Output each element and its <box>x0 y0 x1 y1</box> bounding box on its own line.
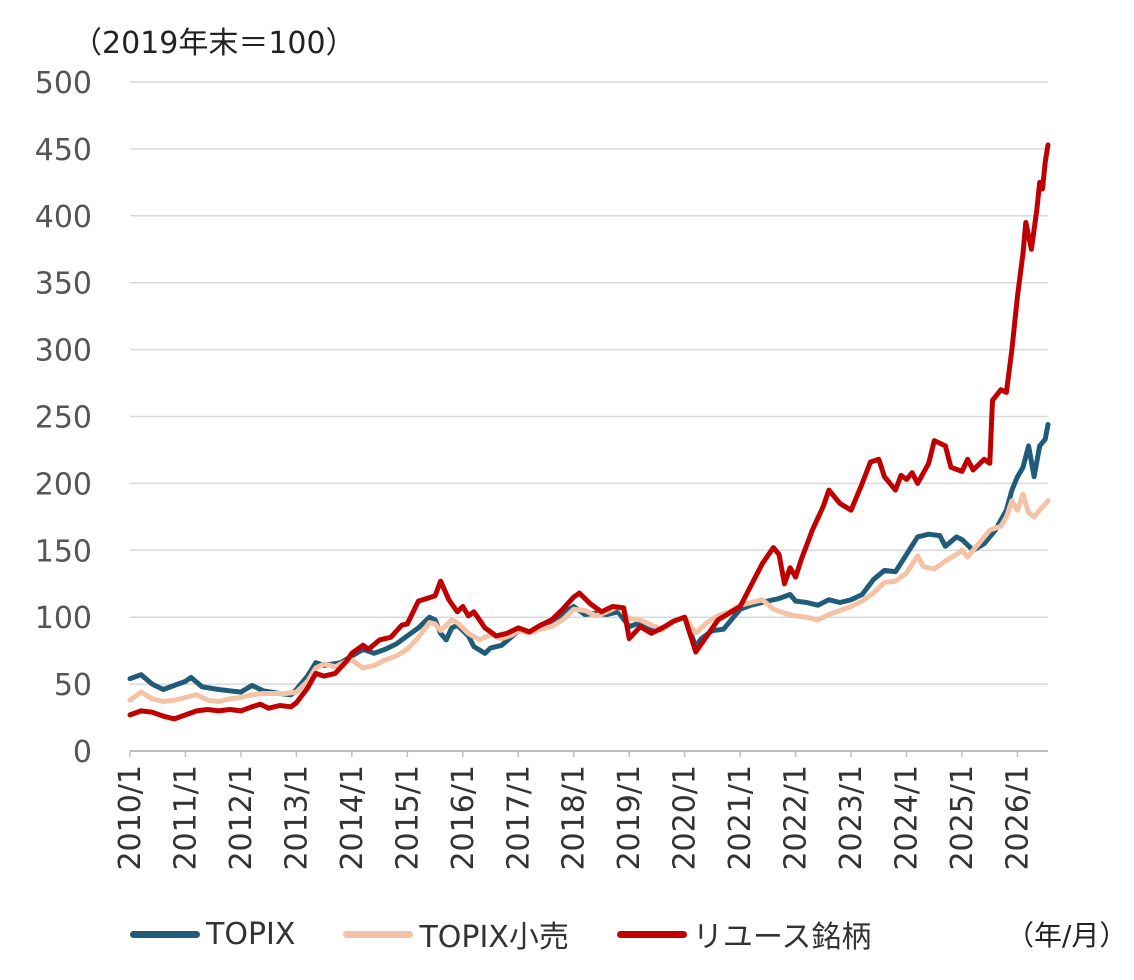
legend-swatch-topix <box>130 930 200 938</box>
x-tick-label: 2019/1 <box>612 765 647 871</box>
y-tick-label: 400 <box>35 200 92 235</box>
x-tick-label: 2018/1 <box>557 765 592 871</box>
legend: TOPIX TOPIX小売 リユース銘柄 <box>130 912 919 956</box>
series-line-topix-retail <box>127 491 1051 704</box>
legend-swatch-topix-retail <box>343 930 414 938</box>
x-tick-label: 2025/1 <box>945 765 980 871</box>
x-tick-label: 2013/1 <box>279 765 314 871</box>
x-tick-label: 2014/1 <box>335 765 370 871</box>
legend-item-topix: TOPIX <box>130 917 295 952</box>
legend-label-topix-retail: TOPIX小売 <box>419 920 569 955</box>
y-tick-label: 300 <box>35 334 92 369</box>
y-tick-label: 350 <box>35 267 92 302</box>
y-tick-label: 50 <box>54 668 92 703</box>
grid-lines <box>130 81 1048 752</box>
y-tick-label: 0 <box>73 735 92 770</box>
y-tick-label: 250 <box>35 401 92 436</box>
y-axis-ticks: 0 50 100 150 200 250 300 350 400 450 500 <box>35 66 92 770</box>
x-tick-label: 2011/1 <box>168 765 203 871</box>
x-tick-label: 2010/1 <box>113 765 148 871</box>
x-tick-label: 2023/1 <box>834 765 869 871</box>
y-tick-label: 150 <box>35 534 92 569</box>
y-unit-label: （2019年末＝100） <box>72 26 356 61</box>
legend-swatch-reuse-stocks <box>616 930 687 938</box>
x-tick-label: 2024/1 <box>890 765 925 871</box>
legend-label-topix: TOPIX <box>206 916 296 952</box>
y-tick-label: 200 <box>35 467 92 502</box>
y-tick-label: 450 <box>35 133 92 168</box>
legend-item-reuse-stocks: リユース銘柄 <box>616 912 872 956</box>
x-tick-label: 2015/1 <box>390 765 425 871</box>
x-tick-label: 2016/1 <box>446 765 481 871</box>
x-tick-label: 2012/1 <box>224 765 259 871</box>
x-axis-ticks: 2010/1 2011/1 2012/1 2013/1 2014/1 2015/1 2016… <box>113 751 1035 871</box>
legend-label-reuse-stocks: リユース銘柄 <box>692 920 872 955</box>
legend-item-topix-retail: TOPIX小売 <box>343 912 569 956</box>
y-tick-label: 500 <box>35 66 92 101</box>
x-tick-label: 2020/1 <box>668 765 703 871</box>
series-line-reuse-stocks <box>127 142 1051 722</box>
series-lines <box>127 142 1051 722</box>
x-tick-label: 2017/1 <box>501 765 536 871</box>
x-unit-label: （年/月） <box>1006 919 1128 952</box>
x-tick-label: 2026/1 <box>1000 765 1035 871</box>
y-tick-label: 100 <box>35 601 92 636</box>
x-tick-label: 2021/1 <box>723 765 758 871</box>
series-line-topix <box>127 422 1051 698</box>
x-tick-label: 2022/1 <box>779 765 814 871</box>
